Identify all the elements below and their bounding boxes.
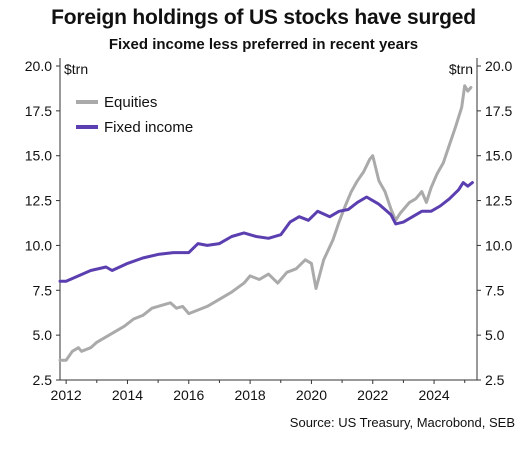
y-tick-label-left: 5.0 [33, 327, 53, 343]
x-tick-label: 2016 [173, 387, 204, 403]
x-tick-label: 2014 [112, 387, 143, 403]
y-tick-label-left: 12.5 [25, 193, 52, 209]
series-line-fixed_income [58, 181, 474, 283]
x-tick-label: 2018 [235, 387, 266, 403]
x-tick-label: 2022 [357, 387, 388, 403]
y-tick-label-right: 20.0 [485, 58, 512, 74]
y-tick-label-right: 17.5 [485, 103, 512, 119]
legend-label-fixed_income: Fixed income [104, 119, 193, 136]
y-unit-right: $trn [449, 61, 473, 77]
y-unit-left: $trn [64, 61, 88, 77]
x-tick-label: 2020 [296, 387, 327, 403]
x-tick-label: 2024 [418, 387, 449, 403]
y-tick-label-left: 2.5 [33, 372, 53, 388]
legend-label-equities: Equities [104, 94, 157, 111]
chart-title: Foreign holdings of US stocks have surge… [51, 6, 476, 29]
y-tick-label-left: 17.5 [25, 103, 52, 119]
y-tick-label-right: 5.0 [485, 327, 505, 343]
y-tick-label-left: 20.0 [25, 58, 52, 74]
y-tick-label-right: 10.0 [485, 237, 512, 253]
y-tick-label-right: 12.5 [485, 193, 512, 209]
y-tick-label-right: 2.5 [485, 372, 505, 388]
y-tick-label-left: 15.0 [25, 148, 52, 164]
x-tick-label: 2012 [51, 387, 82, 403]
series-line-equities [58, 84, 473, 362]
y-tick-label-right: 15.0 [485, 148, 512, 164]
y-tick-label-left: 7.5 [33, 282, 53, 298]
chart-subtitle: Fixed income less preferred in recent ye… [108, 36, 419, 53]
y-tick-label-left: 10.0 [25, 237, 52, 253]
source-note: Source: US Treasury, Macrobond, SEB [289, 415, 515, 430]
y-tick-label-right: 7.5 [485, 282, 505, 298]
